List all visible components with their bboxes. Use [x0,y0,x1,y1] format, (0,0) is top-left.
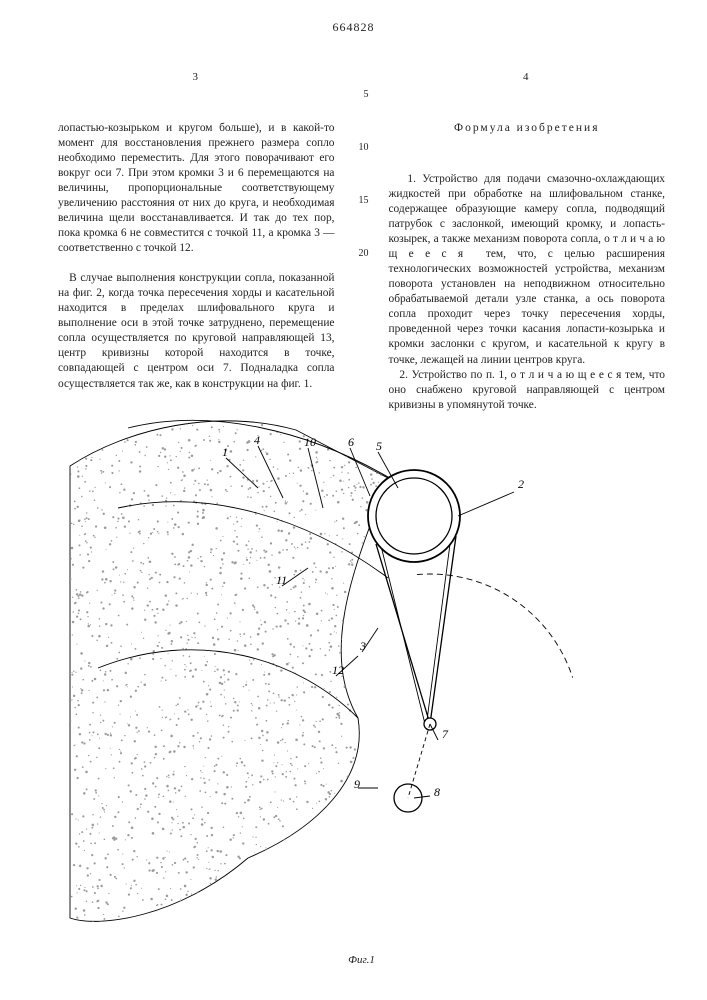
left-page-number: 3 [58,70,335,85]
svg-text:7: 7 [442,727,449,741]
svg-text:5: 5 [376,439,382,453]
figure-svg: 141065211312798 [58,370,665,966]
svg-text:12: 12 [332,663,344,677]
svg-text:9: 9 [354,777,360,791]
page: 664828 3 лопастью-козырьком и кругом бол… [0,0,707,1000]
svg-text:3: 3 [359,639,366,653]
figure-1: 141065211312798 Фиг.1 [58,370,665,966]
left-column-text: лопастью-козырьком и кругом больше), и в… [58,121,335,392]
svg-text:2: 2 [518,477,524,491]
svg-text:6: 6 [348,435,354,449]
svg-text:8: 8 [434,785,440,799]
patent-number: 664828 [0,20,707,35]
svg-text:4: 4 [254,433,260,447]
svg-text:11: 11 [276,573,287,587]
figure-caption: Фиг.1 [348,954,375,966]
right-page-number: 4 [389,70,666,85]
svg-text:1: 1 [222,445,228,459]
svg-text:10: 10 [304,435,316,449]
claims-title: Формула изобретения [389,121,666,136]
